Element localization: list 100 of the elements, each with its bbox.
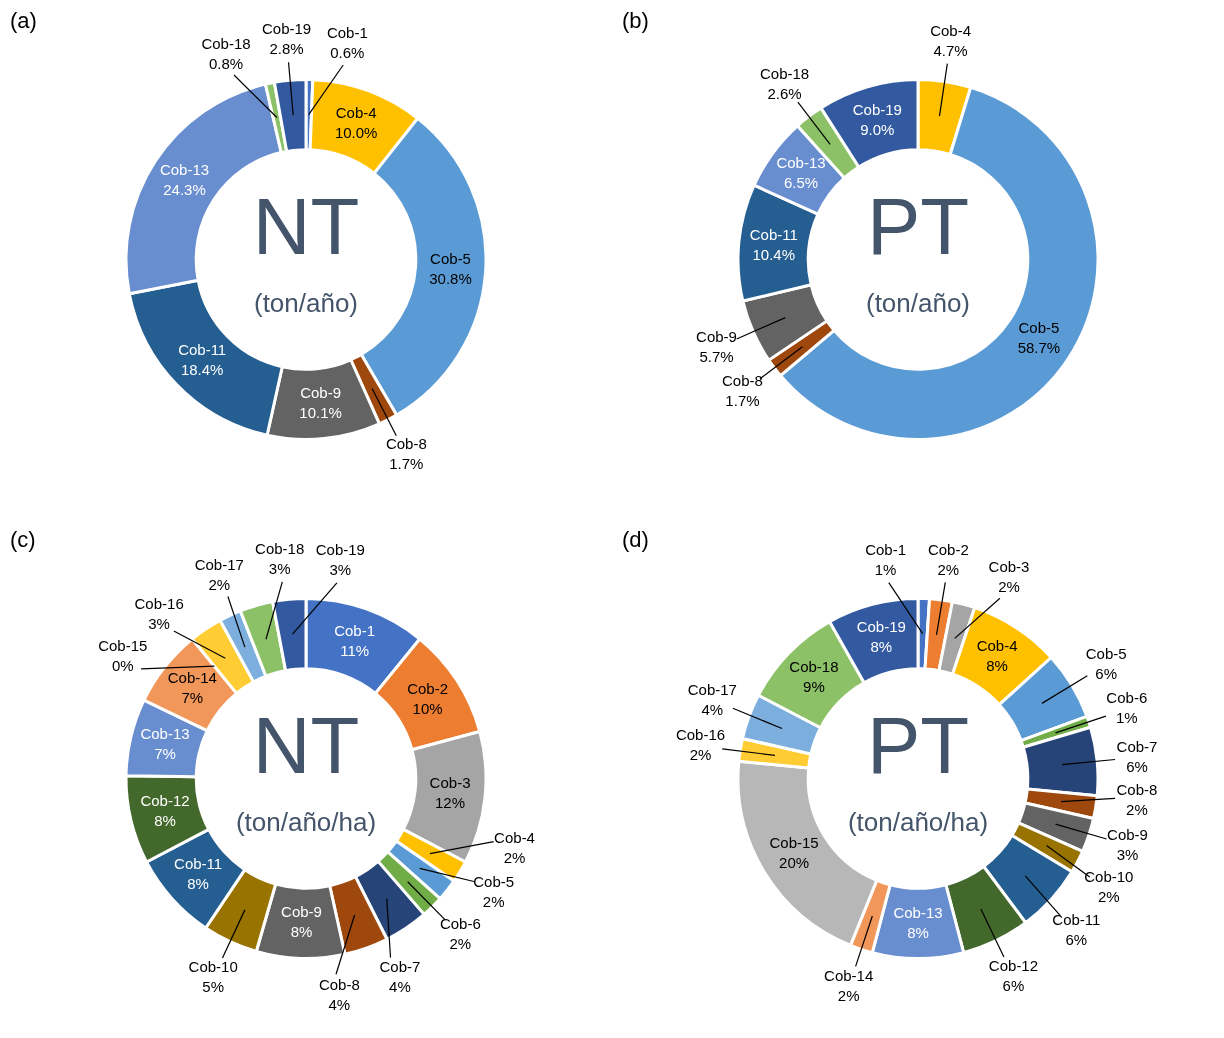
data-label: 5% <box>202 978 225 996</box>
data-label: 6% <box>1002 976 1025 994</box>
data-label: 9% <box>803 677 825 695</box>
data-label: 4% <box>328 996 351 1014</box>
slice-label: Cob-9 <box>281 903 322 921</box>
data-label: 1% <box>1115 709 1138 727</box>
text: PT <box>866 181 970 271</box>
text: (ton/año/ha) <box>847 806 989 837</box>
data-label: 8% <box>986 657 1008 675</box>
slice-label: Cob-18 <box>789 657 839 675</box>
data-label: 8% <box>870 638 893 656</box>
data-label: 2.6% <box>767 84 802 102</box>
slice-label: Cob-9 <box>696 327 737 345</box>
slice-label: Cob-3 <box>988 558 1030 576</box>
slice-label: Cob-19 <box>315 541 365 559</box>
data-label: 8% <box>290 923 313 941</box>
data-label: 8% <box>187 875 209 893</box>
data-label: 20% <box>779 853 810 871</box>
slice-label: Cob-5 <box>1085 644 1127 662</box>
slice-label: Cob-9 <box>1107 825 1148 843</box>
slice-label: Cob-13 <box>776 154 826 172</box>
data-label: 4% <box>701 700 724 718</box>
slice-label: Cob-15 <box>769 833 819 851</box>
slice-label: Cob-7 <box>379 957 421 975</box>
data-label: 10.0% <box>334 123 378 141</box>
data-label: 11% <box>340 642 370 660</box>
slice-label: Cob-13 <box>159 160 210 178</box>
slice-label: Cob-17 <box>687 680 737 698</box>
slice-label: Cob-12 <box>140 792 190 810</box>
text: (ton/año) <box>253 287 359 318</box>
slice-label: Cob-5 <box>1018 319 1060 337</box>
slice-label: Cob-2 <box>407 679 448 697</box>
data-label: 10.1% <box>299 403 342 421</box>
text: 0% <box>111 656 134 674</box>
data-label: 2% <box>837 987 860 1005</box>
slice-label: Cob-1 <box>334 622 376 640</box>
slice-label: Cob-3 <box>429 774 471 792</box>
data-label: 2% <box>482 893 505 911</box>
text: (ton/año) <box>865 287 971 318</box>
text: (c) <box>10 527 36 553</box>
data-label: 10.4% <box>752 245 796 263</box>
data-label: 2% <box>998 578 1020 596</box>
slice-label: Cob-1 <box>865 541 906 559</box>
slice-label: Cob-16 <box>134 594 184 612</box>
data-label: 24.3% <box>163 180 206 198</box>
slice-label: Cob-18 <box>201 34 251 52</box>
slice-label: Cob-9 <box>300 383 342 401</box>
data-label: 58.7% <box>1017 339 1061 357</box>
data-label: 7% <box>181 688 204 706</box>
slice-label: Cob-11 <box>1052 911 1101 929</box>
slice-label: Cob-6 <box>1106 689 1148 707</box>
data-label: 8% <box>907 923 929 941</box>
data-label: 2.8% <box>269 40 304 58</box>
data-label: 4% <box>389 977 411 995</box>
slice-label: Cob-10 <box>1084 868 1134 886</box>
data-label: 2% <box>503 848 526 866</box>
slice-label: Cob-6 <box>439 915 481 933</box>
data-label: 3% <box>148 614 170 632</box>
slice-label: Cob-19 <box>261 20 312 38</box>
slice-label: Cob-18 <box>759 64 810 82</box>
data-label: 6% <box>1126 757 1148 775</box>
text: NT <box>252 700 360 790</box>
data-label: 2% <box>937 560 960 578</box>
slice-label: Cob-14 <box>824 967 874 985</box>
slice-label: Cob-11 <box>174 855 223 873</box>
slice-label: Cob-8 <box>385 435 427 453</box>
data-label: 0.8% <box>208 54 244 72</box>
slice-label: Cob-19 <box>856 618 906 636</box>
slice-label: Cob-17 <box>194 556 244 574</box>
slice-label: Cob-16 <box>675 725 726 743</box>
data-label: 3% <box>268 560 291 578</box>
slice-label: Cob-8 <box>318 976 360 994</box>
slice-label: Cob-11 <box>178 340 227 358</box>
slice-label: Cob-13 <box>140 725 190 743</box>
data-label: 1.7% <box>725 392 760 410</box>
slice-label: Cob-12 <box>988 956 1039 974</box>
category-label: Cob-15 <box>98 636 148 654</box>
text: (a) <box>10 8 37 34</box>
slice-label: Cob-19 <box>852 100 902 118</box>
slice-label: Cob-4 <box>335 103 377 121</box>
data-label: 7% <box>154 745 176 763</box>
data-label: 2% <box>1126 800 1148 818</box>
data-label: 6% <box>1095 664 1117 682</box>
data-label: 1% <box>874 561 897 579</box>
data-label: 6.5% <box>783 174 819 192</box>
slice-label: Cob-4 <box>930 22 972 40</box>
slice-label: Cob-2 <box>927 540 969 558</box>
slice-label: Cob-11 <box>749 225 798 243</box>
data-label: 30.8% <box>429 269 472 287</box>
data-label: 3% <box>1116 845 1139 863</box>
data-label: 6% <box>1065 931 1088 949</box>
slice-label: Cob-5 <box>430 249 471 267</box>
text: (b) <box>622 8 649 34</box>
text: (d) <box>622 527 649 553</box>
data-label: 3% <box>329 561 352 579</box>
slice-label: Cob-8 <box>1116 780 1158 798</box>
data-label: 4.7% <box>933 42 968 60</box>
slice-label: Cob-4 <box>976 637 1018 655</box>
data-label: 5.7% <box>699 347 734 365</box>
text: (ton/año/ha) <box>235 806 377 837</box>
